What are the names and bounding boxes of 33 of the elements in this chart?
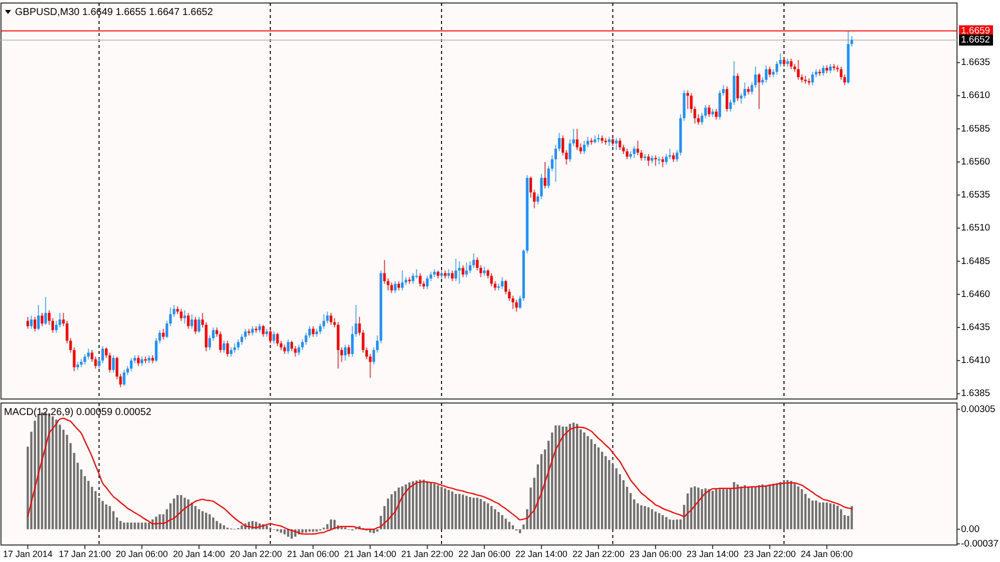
x-tick-label: 22 Jan 22:00	[572, 549, 625, 559]
x-tick-label: 21 Jan 14:00	[344, 549, 396, 559]
y-tick-label: 1.6385	[961, 388, 990, 400]
x-tick-label: 21 Jan 06:00	[287, 549, 340, 559]
x-tick-label: 17 Jan 2014	[2, 549, 53, 559]
y-tick-label: 1.6460	[961, 288, 990, 300]
x-tick-label: 20 Jan 14:00	[172, 549, 225, 559]
y-tick-label: -0.00037	[961, 538, 999, 550]
ref-line-label: 1.6659	[961, 25, 990, 36]
x-tick-label: 20 Jan 06:00	[116, 549, 168, 559]
x-tick-label: 21 Jan 22:00	[401, 549, 454, 559]
y-tick-label: 1.6560	[961, 156, 990, 168]
x-tick-label: 23 Jan 06:00	[630, 549, 682, 559]
y-tick-label: 1.6610	[961, 90, 990, 102]
x-tick-label: 22 Jan 14:00	[515, 549, 568, 559]
y-tick-label: 1.6435	[961, 322, 990, 333]
x-tick-label: 23 Jan 22:00	[744, 549, 796, 559]
y-tick-label: 0.00	[961, 524, 980, 535]
y-tick-label: 1.6410	[961, 355, 990, 366]
chart-title: MACD(12,26,9) 0.00059 0.00052	[4, 407, 152, 418]
y-tick-label: 1.6485	[961, 256, 990, 267]
y-tick-label: 1.6635	[961, 57, 990, 68]
x-tick-label: 22 Jan 06:00	[458, 549, 510, 559]
ref-line-label: 1.6652	[961, 34, 990, 46]
y-tick-label: 0.00305	[961, 404, 996, 415]
y-tick-label: 1.6535	[961, 190, 990, 201]
x-tick-label: 24 Jan 06:00	[800, 549, 853, 559]
y-tick-label: 1.6585	[961, 123, 990, 134]
chart-title: GBPUSD,M30 1.6649 1.6655 1.6647 1.6652	[15, 7, 214, 18]
x-tick-label: 23 Jan 14:00	[686, 549, 739, 559]
x-tick-label: 20 Jan 22:00	[230, 549, 282, 559]
x-tick-label: 17 Jan 21:00	[58, 549, 111, 559]
y-tick-label: 1.6510	[961, 222, 990, 234]
